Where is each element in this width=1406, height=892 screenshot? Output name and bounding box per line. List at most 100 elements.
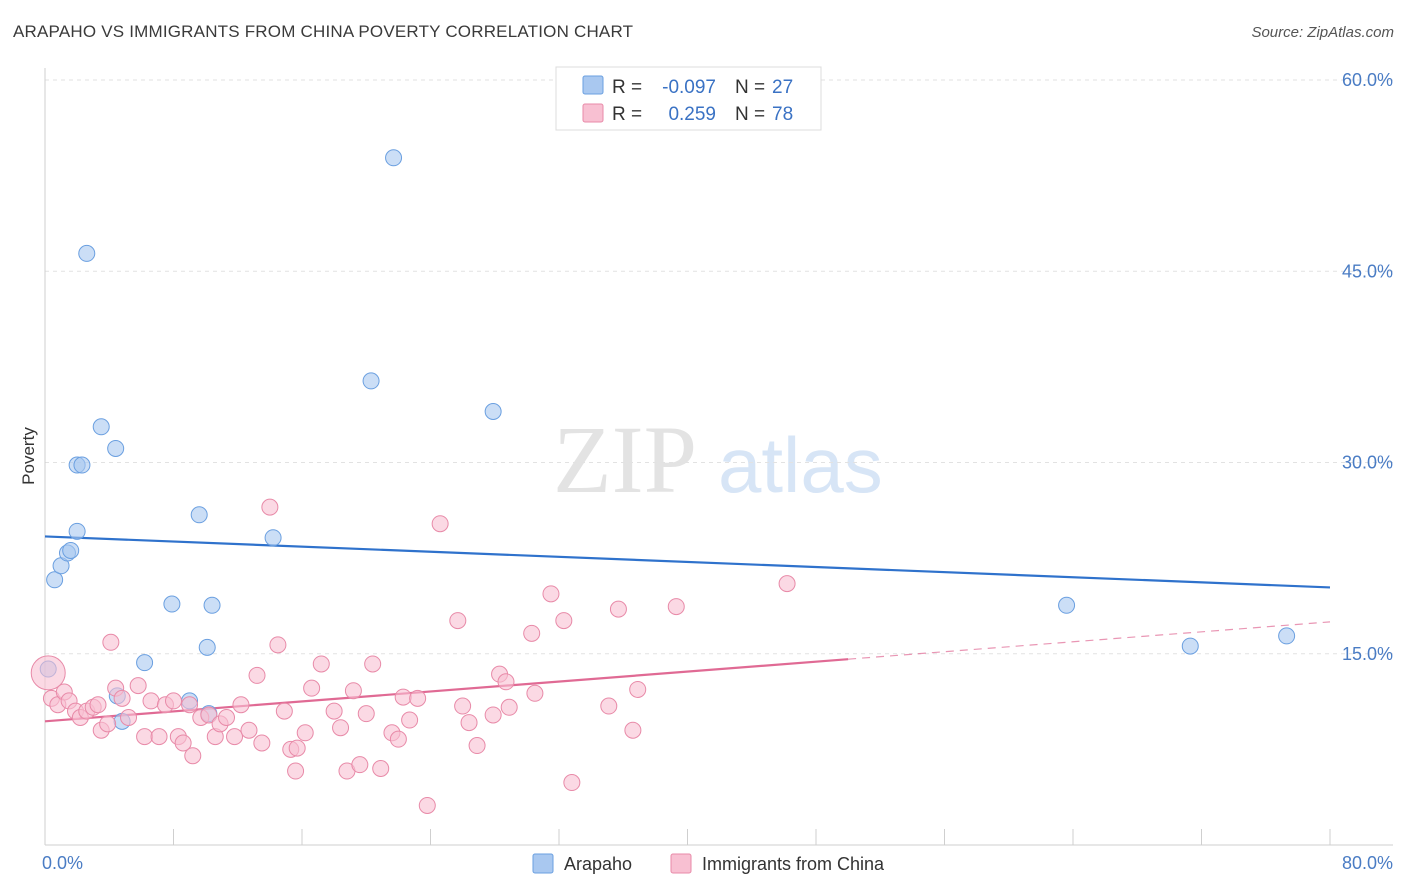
china-point-55 bbox=[394, 688, 412, 706]
china-point-72 bbox=[563, 774, 581, 792]
china-point-40 bbox=[288, 739, 306, 757]
china-point-49 bbox=[351, 756, 369, 774]
legend-n-value-2: 78 bbox=[772, 104, 793, 125]
china-point-59 bbox=[431, 515, 449, 533]
china-point-19 bbox=[150, 728, 168, 746]
y-tick-label-2: 45.0% bbox=[1342, 261, 1393, 281]
arapaho-point-8 bbox=[78, 244, 96, 262]
arapaho-point-10 bbox=[107, 439, 125, 457]
axes bbox=[44, 68, 1393, 846]
legend-bottom: Arapaho Immigrants from China bbox=[532, 853, 885, 874]
arapaho-point-5 bbox=[68, 522, 86, 540]
legend-r-label-2: R = bbox=[612, 104, 642, 125]
china-point-61 bbox=[454, 697, 472, 715]
bottom-legend-label-china: Immigrants from China bbox=[702, 854, 885, 874]
watermark-atlas: atlas bbox=[718, 421, 883, 509]
china-point-18 bbox=[142, 692, 160, 710]
china-point-34 bbox=[248, 666, 266, 684]
chart-title: ARAPAHO VS IMMIGRANTS FROM CHINA POVERTY… bbox=[13, 22, 634, 41]
china-point-51 bbox=[364, 655, 382, 673]
arapaho-point-22 bbox=[385, 149, 403, 167]
china-point-76 bbox=[629, 680, 647, 698]
china-point-75 bbox=[624, 721, 642, 739]
china-point-33 bbox=[240, 721, 258, 739]
x-tick-max: 80.0% bbox=[1342, 853, 1393, 873]
china-point-36 bbox=[261, 498, 279, 516]
china-point-27 bbox=[200, 706, 218, 724]
arapaho-point-7 bbox=[73, 456, 91, 474]
y-tick-label-0: 15.0% bbox=[1342, 644, 1393, 664]
legend-r-value-1: -0.097 bbox=[662, 77, 716, 98]
trendlines bbox=[44, 535, 1331, 723]
legend-top: R = -0.097 N = 27 R = 0.259 N = 78 bbox=[555, 66, 822, 131]
china-point-35 bbox=[253, 734, 271, 752]
china-point-17 bbox=[136, 728, 154, 746]
china-point-57 bbox=[409, 689, 427, 707]
china-point-41 bbox=[287, 762, 305, 780]
china-point-25 bbox=[184, 747, 202, 765]
arapaho-point-9 bbox=[92, 418, 110, 436]
arapaho-point-4 bbox=[62, 541, 80, 559]
china-point-54 bbox=[389, 730, 407, 748]
china-point-62 bbox=[460, 714, 478, 732]
arapaho-point-14 bbox=[163, 595, 181, 613]
legend-swatch-arapaho bbox=[582, 75, 604, 95]
china-point-12 bbox=[102, 633, 120, 651]
china-point-11 bbox=[99, 715, 117, 733]
bottom-legend-swatch-arapaho bbox=[532, 853, 554, 874]
arapaho-point-1 bbox=[46, 571, 64, 589]
china-point-9 bbox=[89, 696, 107, 714]
china-point-38 bbox=[275, 702, 293, 720]
china-point-50 bbox=[357, 705, 375, 723]
arapaho-point-25 bbox=[1181, 637, 1199, 655]
china-point-45 bbox=[325, 702, 343, 720]
china-point-21 bbox=[165, 692, 182, 710]
china-point-46 bbox=[332, 719, 350, 737]
china-trendline-solid bbox=[44, 658, 849, 723]
watermark-zip: ZIP bbox=[553, 406, 697, 513]
china-point-56 bbox=[401, 711, 419, 729]
legend-r-value-2: 0.259 bbox=[668, 104, 716, 125]
bottom-legend-label-arapaho: Arapaho bbox=[564, 854, 632, 874]
legend-n-value-1: 27 bbox=[772, 77, 793, 98]
china-point-71 bbox=[555, 612, 573, 630]
china-point-15 bbox=[120, 709, 138, 726]
china-point-58 bbox=[418, 796, 436, 814]
china-point-73 bbox=[609, 600, 627, 618]
china-point-14 bbox=[113, 689, 131, 707]
legend-r-label-1: R = bbox=[612, 77, 642, 98]
china-point-24 bbox=[181, 696, 199, 714]
legend-n-label-2: N = bbox=[735, 104, 765, 125]
china-point-68 bbox=[523, 624, 541, 642]
china-point-30 bbox=[218, 709, 236, 726]
china-point-77 bbox=[667, 598, 685, 616]
china-point-60 bbox=[449, 612, 467, 630]
arapaho-point-21 bbox=[362, 372, 380, 390]
china-point-67 bbox=[500, 698, 518, 716]
china-point-23 bbox=[174, 734, 192, 752]
china-point-32 bbox=[232, 696, 250, 714]
y-axis-label: Poverty bbox=[19, 427, 38, 485]
data-points bbox=[30, 149, 1296, 814]
arapaho-trendline bbox=[44, 535, 1331, 589]
arapaho-point-13 bbox=[136, 654, 154, 672]
china-point-52 bbox=[372, 760, 390, 777]
china-point-43 bbox=[303, 679, 321, 697]
arapaho-point-24 bbox=[1058, 596, 1076, 614]
arapaho-point-23 bbox=[484, 403, 502, 420]
china-point-44 bbox=[312, 655, 330, 673]
arapaho-point-16 bbox=[190, 506, 208, 524]
china-point-74 bbox=[600, 697, 618, 715]
china-point-66 bbox=[497, 673, 515, 691]
china-point-63 bbox=[468, 737, 486, 755]
china-point-0 bbox=[30, 655, 66, 691]
china-point-69 bbox=[526, 684, 544, 702]
china-point-37 bbox=[269, 636, 287, 654]
arapaho-point-26 bbox=[1278, 627, 1296, 645]
china-point-42 bbox=[296, 724, 314, 742]
china-point-70 bbox=[542, 585, 560, 603]
bottom-legend-swatch-china bbox=[670, 853, 692, 874]
source-note: Source: ZipAtlas.com bbox=[1251, 24, 1394, 41]
china-point-64 bbox=[484, 706, 502, 724]
y-tick-label-1: 30.0% bbox=[1342, 453, 1393, 473]
